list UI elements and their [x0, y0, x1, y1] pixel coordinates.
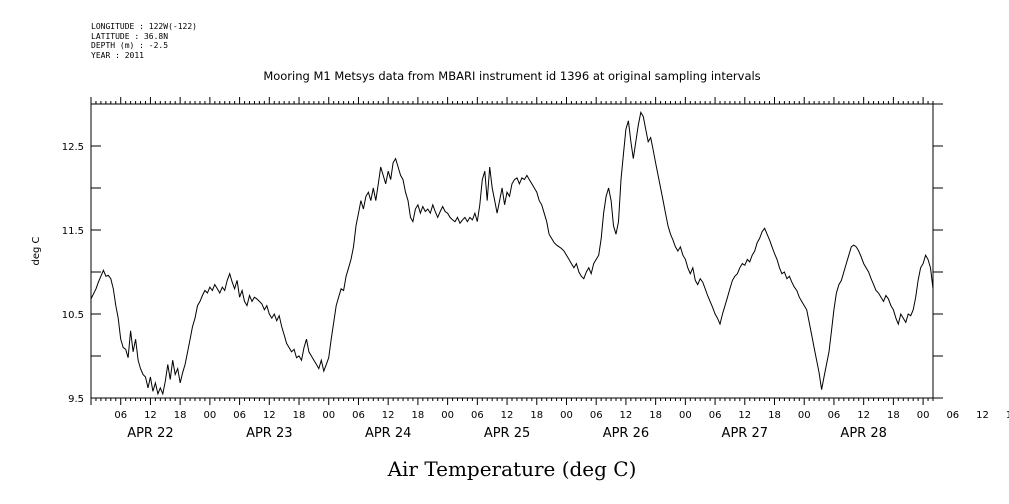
y-axis-label: deg C: [31, 236, 42, 265]
x-tick-label: 12: [620, 410, 633, 421]
x-tick-label: 18: [293, 410, 306, 421]
x-tick-label: 06: [709, 410, 722, 421]
temperature-series-line: [90, 111, 934, 396]
x-tick-label: 12: [976, 410, 989, 421]
x-tick-label: 12: [738, 410, 751, 421]
y-tick-label: 9.5: [68, 394, 84, 405]
x-tick-label: 18: [530, 410, 543, 421]
x-tick-label: 06: [471, 410, 484, 421]
day-label: APR 26: [603, 426, 649, 441]
day-label: APR 28: [840, 426, 886, 441]
year-line: YEAR : 2011: [91, 50, 144, 60]
y-tick-label: 10.5: [62, 310, 84, 321]
x-tick-label: 18: [1006, 410, 1009, 421]
x-tick-label: 12: [144, 410, 157, 421]
day-label: APR 24: [365, 426, 411, 441]
x-tick-label: 18: [174, 410, 187, 421]
x-tick-label: 18: [412, 410, 425, 421]
x-tick-label: 06: [352, 410, 365, 421]
x-tick-label: 00: [917, 410, 930, 421]
day-label: APR 23: [246, 426, 292, 441]
day-label: APR 27: [722, 426, 768, 441]
y-ticks: 9.5 10.5 11.5 12.5: [62, 103, 943, 405]
x-tick-label: 18: [649, 410, 662, 421]
y-tick-label: 12.5: [62, 142, 84, 153]
y-tick-label: 11.5: [62, 226, 84, 237]
chart-title: Mooring M1 Metsys data from MBARI instru…: [263, 69, 760, 83]
x-tick-label: 12: [382, 410, 395, 421]
day-label: APR 25: [484, 426, 530, 441]
x-axis-label: Air Temperature (deg C): [387, 457, 637, 481]
x-tick-label: 06: [590, 410, 603, 421]
x-tick-label: 06: [114, 410, 127, 421]
x-ticks: 06 12 18 00 06 12 18 00 06 12 18 00 06 12 18 00 06 12 18 00…: [90, 97, 1009, 441]
x-tick-label: 12: [263, 410, 276, 421]
x-tick-label: 06: [946, 410, 959, 421]
x-tick-label: 12: [501, 410, 514, 421]
longitude-line: LONGITUDE : 122W(-122): [91, 22, 197, 31]
x-tick-label: 00: [441, 410, 454, 421]
x-tick-label: 00: [679, 410, 692, 421]
x-tick-label: 06: [233, 410, 246, 421]
plot-frame: [90, 103, 934, 399]
x-tick-label: 06: [828, 410, 841, 421]
day-label: APR 22: [127, 426, 173, 441]
x-tick-label: 18: [887, 410, 900, 421]
x-tick-label: 00: [798, 410, 811, 421]
x-tick-label: 18: [768, 410, 781, 421]
metadata-header: LONGITUDE : 122W(-122) LATITUDE : 36.8N …: [91, 22, 197, 60]
depth-line: DEPTH (m) : -2.5: [91, 41, 169, 50]
x-tick-label: 00: [560, 410, 573, 421]
x-tick-label: 00: [204, 410, 217, 421]
x-tick-label: 12: [857, 410, 870, 421]
x-tick-label: 00: [322, 410, 335, 421]
latitude-line: LATITUDE : 36.8N: [91, 31, 169, 41]
